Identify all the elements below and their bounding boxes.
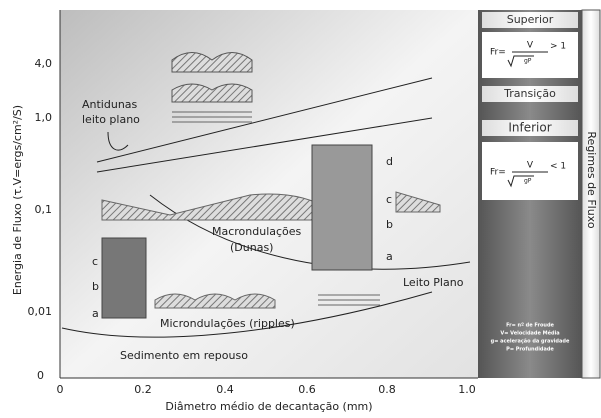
legend-text: g= aceleração da gravidade bbox=[491, 339, 570, 345]
legend-text: Fr= nº de Froude bbox=[506, 323, 554, 329]
figure-label: b bbox=[386, 218, 393, 231]
figure-label: a bbox=[386, 250, 393, 263]
formula-text: V bbox=[527, 41, 534, 51]
figure-label: c bbox=[386, 193, 392, 206]
y-axis-label: Energia de Fluxo (τ.V=ergs/cm²/S) bbox=[11, 105, 24, 295]
x-axis-label: Diâmetro médio de decantação (mm) bbox=[165, 400, 372, 413]
figure-label: c bbox=[92, 255, 98, 268]
formula-text: < 1 bbox=[550, 162, 566, 172]
figure-label: b bbox=[92, 280, 99, 293]
regime-title: Regimes de Fluxo bbox=[585, 131, 598, 228]
regime-header: Inferior bbox=[508, 121, 551, 135]
y-tick-label: 4,0 bbox=[35, 57, 53, 70]
x-tick-label: 0.2 bbox=[134, 383, 152, 396]
formula-text: gP bbox=[524, 178, 532, 185]
figure-label: a bbox=[92, 307, 99, 320]
x-tick-label: 1.0 bbox=[458, 383, 476, 396]
formula-text: Fr= bbox=[490, 168, 506, 178]
y-tick-label: 1,0 bbox=[35, 111, 53, 124]
formula-text: gP bbox=[524, 58, 532, 65]
figure-label: d bbox=[386, 155, 393, 168]
region-label: Macrondulações bbox=[212, 225, 302, 238]
region-label: Microndulações (ripples) bbox=[160, 317, 295, 330]
region-label: Sedimento em repouso bbox=[120, 349, 248, 362]
y-tick-label: 0 bbox=[37, 369, 44, 382]
formula-text: > 1 bbox=[550, 42, 566, 52]
formula-text: V bbox=[527, 161, 534, 171]
x-tick-label: 0.8 bbox=[378, 383, 396, 396]
region-label: Leito Plano bbox=[403, 276, 464, 289]
legend-text: V= Velocidade Média bbox=[500, 330, 559, 337]
x-tick-label: 0.6 bbox=[298, 383, 316, 396]
region-label: Antidunas bbox=[82, 98, 138, 111]
region-label: leito plano bbox=[82, 113, 140, 126]
y-tick-label: 0,01 bbox=[28, 305, 53, 318]
legend-text: P= Profundidade bbox=[506, 347, 554, 353]
regime-header: Superior bbox=[507, 13, 554, 26]
diagram: 0 0.2 0.4 0.6 0.8 1.0 4,0 1,0 0,1 0,01 0… bbox=[0, 0, 601, 414]
y-tick-label: 0,1 bbox=[35, 203, 53, 216]
regime-header: Transição bbox=[503, 87, 556, 100]
x-tick-label: 0 bbox=[57, 383, 64, 396]
x-tick-label: 0.4 bbox=[216, 383, 234, 396]
formula-text: Fr= bbox=[490, 48, 506, 58]
region-label: (Dunas) bbox=[230, 241, 273, 254]
